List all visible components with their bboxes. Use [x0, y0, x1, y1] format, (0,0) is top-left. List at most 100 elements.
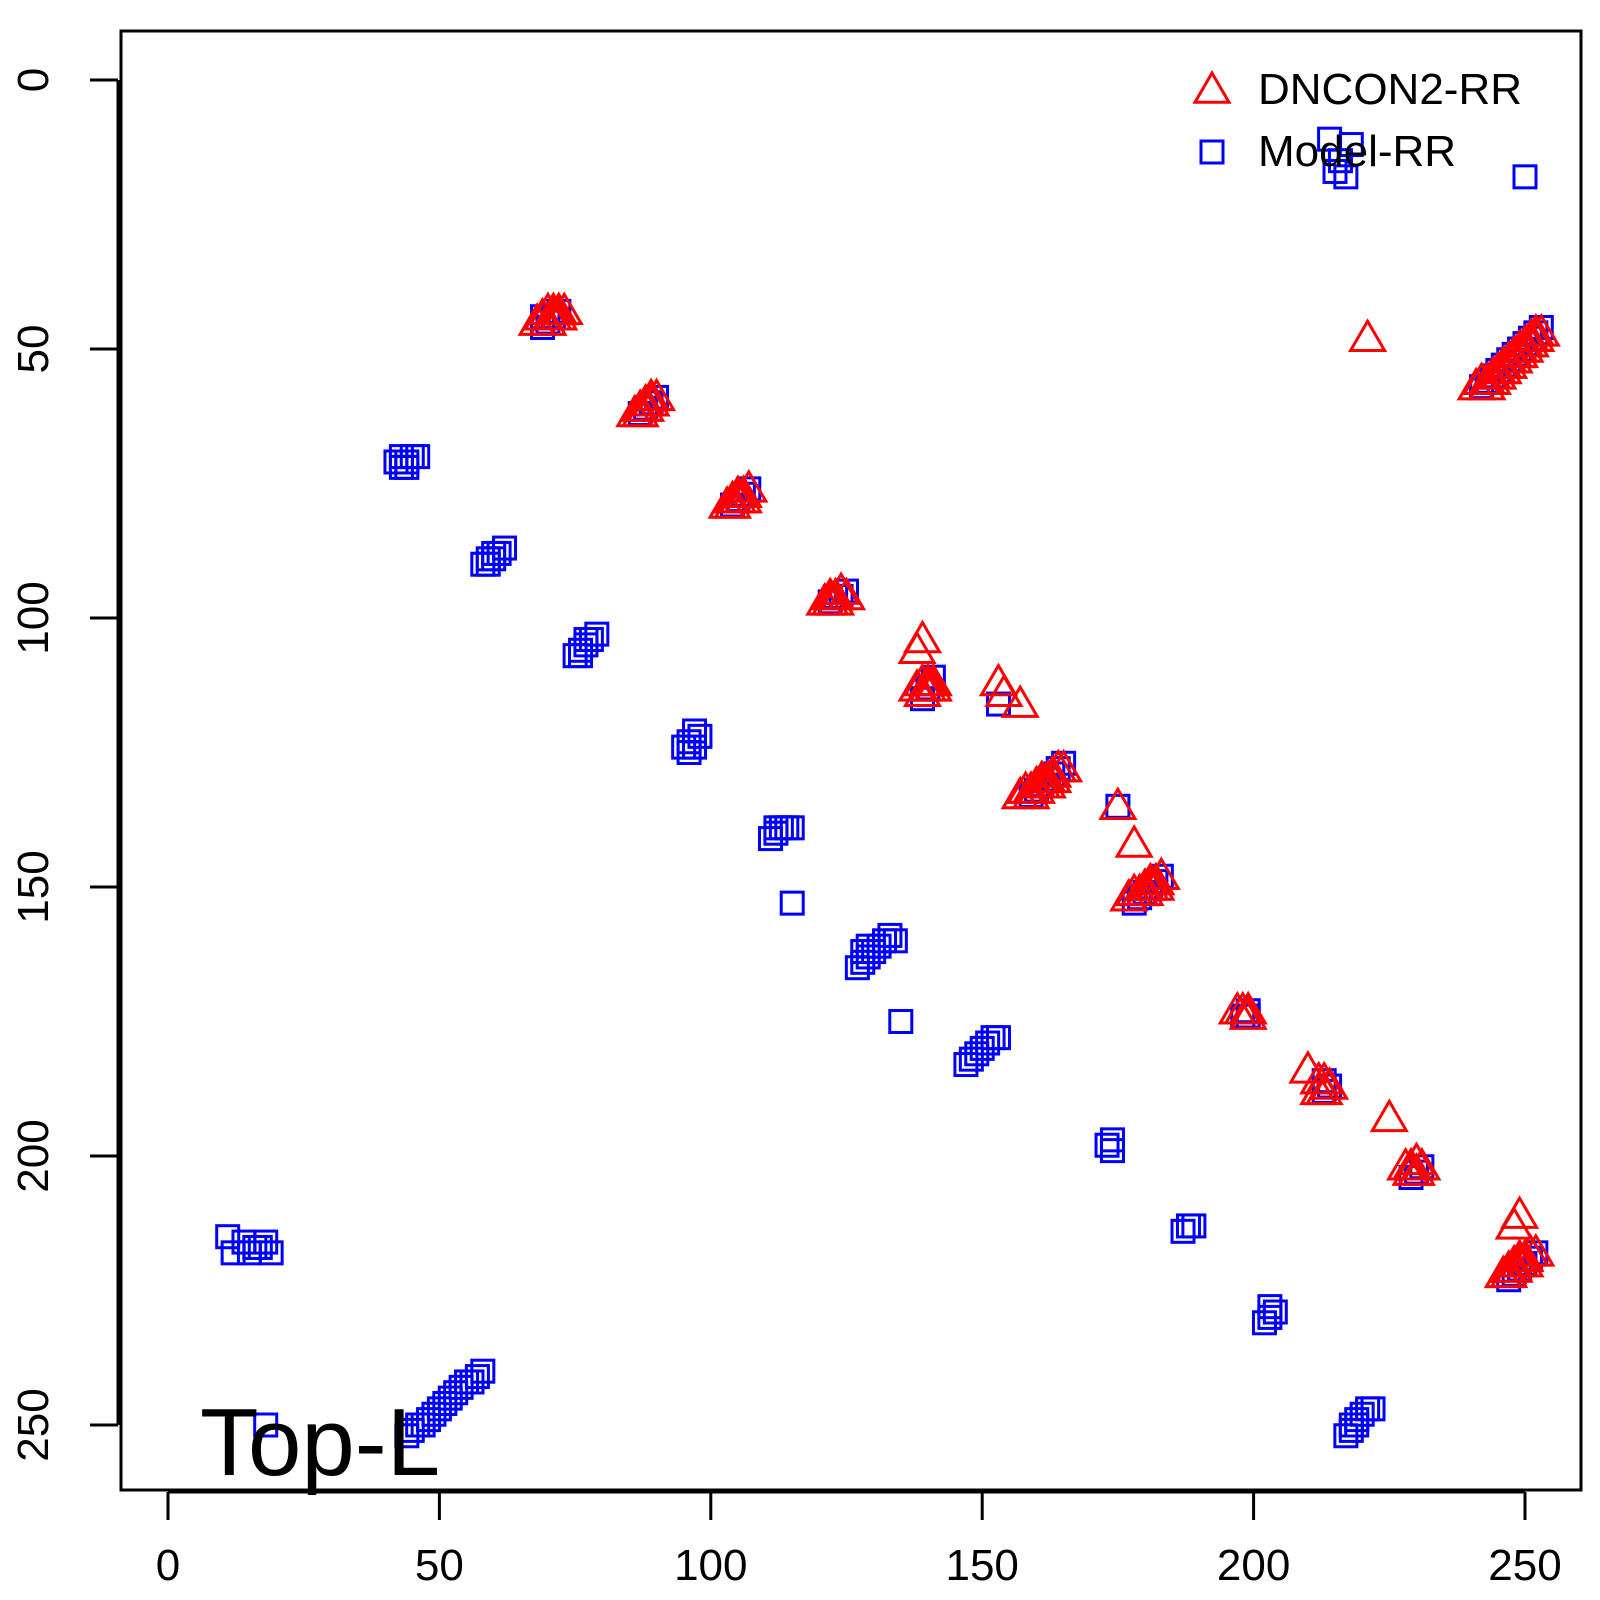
x-tick-label: 50 — [415, 1541, 464, 1590]
x-tick-label: 200 — [1217, 1541, 1290, 1590]
dncon2-rr-point — [1125, 872, 1165, 907]
model-rr-point — [481, 540, 507, 566]
y-tick-label: 200 — [9, 1119, 58, 1192]
dncon2-rr-point — [826, 576, 867, 611]
y-tick-label: 50 — [9, 325, 58, 374]
model-rr-point — [985, 1025, 1011, 1051]
dncon2-rr-point — [1016, 770, 1057, 804]
model-rr-point — [779, 890, 805, 916]
model-rr-point — [470, 1358, 496, 1384]
model-rr-point — [763, 815, 789, 841]
panel-label: Top-L — [200, 1389, 440, 1496]
legend-label: Model-RR — [1258, 127, 1456, 176]
dncon2-rr-point — [1494, 1248, 1534, 1283]
model-rr-point — [394, 454, 420, 480]
model-rr-point — [855, 933, 881, 959]
model-rr-point — [258, 1240, 284, 1266]
y-tick-label: 0 — [9, 68, 58, 92]
y-tick-label: 100 — [9, 581, 58, 654]
dncon2-rr-point — [528, 302, 568, 336]
dncon2-rr-point — [1478, 355, 1518, 390]
dncon2-rr-point — [1309, 1066, 1350, 1100]
model-rr-point — [888, 1009, 914, 1034]
dncon2-rr-point — [1114, 823, 1154, 858]
legend: DNCON2-RR Model-RR — [1192, 65, 1522, 176]
dncon2-rr-point — [1494, 1205, 1534, 1240]
dncon2-rr-point — [1228, 990, 1268, 1025]
dncon2-rr-point — [1472, 361, 1513, 396]
dncon2-rr-point — [723, 479, 763, 514]
dncon2-rr-point — [1499, 334, 1540, 369]
model-rr-point — [682, 718, 708, 744]
dncon2-rr-point — [1483, 350, 1523, 385]
y-tick-label: 250 — [9, 1388, 58, 1461]
model-rr-point — [1360, 1396, 1386, 1422]
y-tick-label: 150 — [9, 850, 58, 923]
x-tick-label: 0 — [156, 1541, 180, 1590]
model-rr-point — [1338, 1417, 1364, 1443]
model-rr-point — [1262, 1299, 1288, 1325]
dncon2-rr-point — [1347, 318, 1388, 352]
model-rr-point — [573, 627, 599, 653]
model-rr-point — [1094, 1132, 1120, 1158]
dncon2-rr-point — [984, 673, 1024, 708]
model-rr-point — [1338, 132, 1364, 158]
model-rr-point — [1344, 1412, 1370, 1438]
dncon2-rr-point — [1396, 1152, 1437, 1186]
model-rr-point — [1257, 1294, 1283, 1320]
dncon2-rr-point — [816, 581, 856, 616]
dncon2-rr-point — [1402, 1146, 1442, 1181]
dncon2-rr-point — [544, 291, 584, 326]
y-axis: 0 50 100 150 200 250 — [9, 68, 120, 1462]
x-tick-label: 150 — [945, 1541, 1018, 1590]
dncon2-rr-point — [620, 393, 660, 428]
dncon2-rr-point — [1499, 1195, 1540, 1229]
model-rr-point — [253, 1412, 279, 1438]
x-tick-label: 250 — [1488, 1541, 1561, 1590]
dncon2-rr-point — [1516, 318, 1556, 352]
dncon2-rr-point — [1467, 366, 1507, 401]
model-rr-point — [1512, 164, 1538, 190]
dncon2-rr-point — [902, 673, 943, 708]
dncon2-rr-point — [1299, 1071, 1339, 1106]
dncon2-rr-point — [712, 485, 753, 519]
dncon2-rr-point — [1011, 775, 1051, 810]
model-rr-point — [1181, 1213, 1207, 1239]
dncon2-rr-point — [1494, 339, 1534, 374]
model-rr-point — [1322, 158, 1348, 184]
dncon2-rr-point — [1510, 323, 1551, 358]
dncon2-rr-point — [902, 619, 943, 654]
legend-triangle-marker — [1192, 70, 1232, 104]
dncon2-rr-point — [1228, 996, 1268, 1030]
dncon2-rr-point — [1098, 786, 1138, 821]
dncon2-rr-point — [913, 667, 953, 702]
dncon2-rr-point — [1369, 1098, 1409, 1133]
model-rr-point — [1105, 793, 1131, 819]
dncon2-rr-point — [1489, 1254, 1529, 1289]
dncon2-rr-point — [626, 388, 666, 422]
legend-label: DNCON2-RR — [1258, 65, 1522, 114]
data-points — [215, 126, 1561, 1449]
dncon2-rr-point — [897, 630, 937, 665]
model-rr-point — [779, 815, 805, 841]
model-rr-point — [882, 928, 908, 954]
legend-square-marker — [1199, 139, 1225, 165]
model-rr-point — [464, 1364, 490, 1390]
model-rr-point — [1099, 1127, 1125, 1153]
model-rr-point — [1175, 1213, 1201, 1239]
model-rr-point — [850, 939, 876, 965]
dncon2-rr-point — [1505, 329, 1545, 363]
dncon2-rr-point — [1489, 345, 1529, 379]
dncon2-rr-point — [1000, 684, 1040, 718]
model-rr-point — [215, 1224, 241, 1250]
dncon2-rr-point — [631, 382, 671, 417]
dncon2-rr-point — [539, 296, 579, 331]
plot-frame — [119, 29, 1583, 1492]
model-rr-point — [568, 643, 594, 669]
x-tick-label: 100 — [674, 1541, 747, 1590]
x-axis: 0 50 100 150 200 250 — [156, 1490, 1562, 1590]
dncon2-rr-point — [1027, 764, 1067, 799]
dncon2-rr-point — [1136, 867, 1176, 901]
dncon2-rr-point — [1033, 759, 1073, 794]
